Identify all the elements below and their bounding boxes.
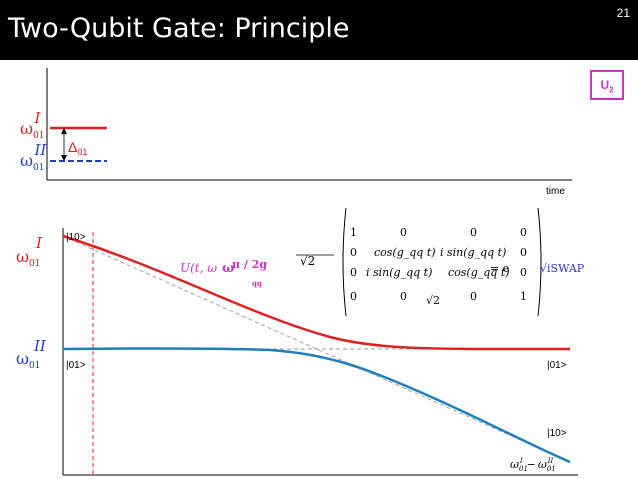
- equation-swap: √iSWAP: [540, 262, 585, 275]
- bottom-plot: I ω01 II ω01 |10> |01> |01> |10> ω01I − ω0…: [16, 228, 578, 476]
- matrix-r3c0: 0: [350, 290, 357, 303]
- matrix-r1c0: 0: [350, 246, 357, 259]
- equation-pink-sub: qq: [252, 279, 262, 288]
- top-level-II-label: ω01II: [20, 141, 47, 173]
- matrix-r0c1: 0: [400, 226, 407, 239]
- matrix-r2c2: cos(g_qq t): [448, 266, 510, 279]
- matrix-bracket-left: [342, 207, 347, 317]
- state-01-left: |01>: [66, 360, 86, 371]
- slide-title: Two-Qubit Gate: Principle: [8, 13, 350, 44]
- slide-number: 21: [616, 6, 630, 20]
- u2-badge-text: U: [600, 78, 610, 92]
- lower-branch: [62, 347, 571, 464]
- matrix-r2c0: 0: [350, 266, 357, 279]
- matrix-r0c0: 1: [350, 226, 357, 239]
- state-10-right: |10>: [547, 428, 567, 439]
- equation-sqrt2-denominator: √2: [300, 254, 315, 268]
- matrix-r3c3: 1: [520, 290, 527, 303]
- time-axis-label: time: [546, 186, 565, 197]
- state-01-right: |01>: [547, 360, 567, 371]
- matrix-r2c3: 0: [520, 266, 527, 279]
- upper-branch: [62, 234, 571, 351]
- top-plot: ω01I ω01II Δ01 time: [20, 68, 572, 197]
- title-bar: Two-Qubit Gate: Principle 21: [0, 0, 638, 60]
- matrix-r1c2: i sin(g_qq t): [440, 246, 506, 259]
- detuning-arrowhead-up: [61, 128, 67, 134]
- asymptote-10: [62, 235, 571, 463]
- matrix-r2c1: i sin(g_qq t): [366, 266, 432, 279]
- bottom-level-I-omega: ω01: [16, 247, 41, 269]
- bottom-level-I-label: I: [35, 234, 43, 252]
- detuning-arrowhead-down: [61, 155, 67, 161]
- matrix-r1c3: 0: [520, 246, 527, 259]
- top-level-I-label: ω01I: [20, 109, 45, 141]
- matrix-r1c1: cos(g_qq t): [374, 246, 436, 259]
- matrix-bracket-right: [537, 207, 542, 317]
- equation-pink-omega: ω: [222, 261, 234, 276]
- matrix-sqrt2: √2: [426, 294, 440, 307]
- detuning-label: Δ01: [68, 139, 87, 157]
- bottom-level-II-omega: ω01: [16, 349, 41, 371]
- equation-lhs: U(t, ω: [180, 261, 217, 275]
- detuning-axis-label: ω01I − ω01II: [510, 457, 556, 473]
- matrix-r0c3: 0: [520, 226, 527, 239]
- equation-pink-fraction: π / 2g: [232, 258, 267, 271]
- bottom-level-II-label: II: [33, 337, 47, 355]
- state-10-left: |10>: [66, 232, 86, 243]
- matrix-r0c2: 0: [470, 226, 477, 239]
- u2-badge: U2: [590, 70, 624, 100]
- matrix-r3c1: 0: [400, 290, 407, 303]
- u2-badge-subscript: 2: [609, 85, 614, 95]
- matrix-r3c2: 0: [470, 290, 477, 303]
- gate-equation: U(t, ω ω π / 2g qq √2 1 0 0 0 0 cos(g_qq…: [180, 207, 585, 317]
- equation-rhs: = e: [490, 262, 509, 275]
